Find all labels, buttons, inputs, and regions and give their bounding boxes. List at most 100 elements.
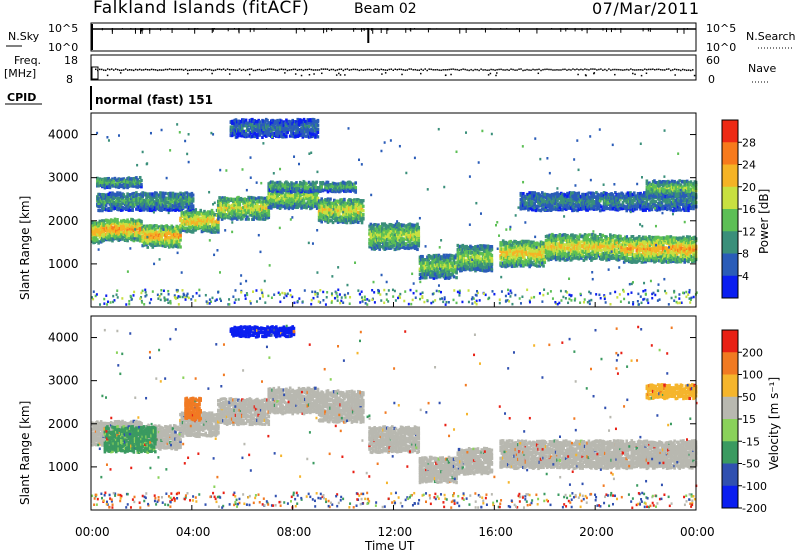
freq-point <box>192 69 195 71</box>
freq-point <box>272 68 275 71</box>
freq-point <box>244 69 247 72</box>
heatmap-cell <box>116 236 119 240</box>
freq-point <box>636 69 638 71</box>
heatmap-cell <box>401 243 404 248</box>
freq-point <box>508 69 510 72</box>
heatmap-cell <box>316 191 320 195</box>
heatmap-cell <box>547 252 550 256</box>
heatmap-cell <box>227 200 230 204</box>
heatmap-cell <box>217 230 220 234</box>
heatmap-cell <box>546 256 549 260</box>
freq-point <box>406 69 408 71</box>
heatmap-cell <box>509 247 513 252</box>
freq-point <box>238 68 241 70</box>
heatmap-cell <box>130 232 133 236</box>
heatmap-cell <box>146 245 150 249</box>
freq-point <box>300 68 303 71</box>
heatmap-cell <box>596 250 600 254</box>
heatmap-cell <box>529 247 533 251</box>
freq-point <box>286 69 289 72</box>
freq-point <box>122 69 125 71</box>
heatmap-cell <box>348 216 351 220</box>
heatmap-cell <box>104 204 108 208</box>
heatmap-cell <box>157 225 161 229</box>
freq-point <box>276 69 279 72</box>
heatmap-cell <box>475 267 479 272</box>
heatmap-cell <box>109 208 113 212</box>
heatmap-cell <box>452 262 456 267</box>
heatmap-cell <box>369 240 373 244</box>
nave-point <box>487 74 490 76</box>
heatmap-cell <box>246 215 249 219</box>
heatmap-cell <box>441 263 444 267</box>
freq-point <box>146 68 149 71</box>
nave-point <box>119 72 122 74</box>
heatmap-cell <box>629 237 632 241</box>
nsky-panel-frame <box>90 22 697 52</box>
freq-point <box>388 68 391 71</box>
heatmap-cell <box>425 276 428 280</box>
freq-point <box>518 68 520 70</box>
heatmap-cell <box>547 241 550 245</box>
heatmap-cell <box>166 236 170 240</box>
heatmap-cell <box>203 209 206 214</box>
freq-point <box>656 68 658 71</box>
heatmap-cell <box>609 240 612 244</box>
heatmap-cell <box>552 241 555 245</box>
heatmap-cell <box>504 245 508 249</box>
heatmap-cell <box>418 276 422 281</box>
heatmap-cell <box>648 252 651 256</box>
heatmap-cell <box>206 210 210 214</box>
heatmap-cell <box>333 215 336 219</box>
heatmap-cell <box>482 244 486 248</box>
freq-point <box>460 68 462 71</box>
heatmap-cell <box>389 229 393 233</box>
nave-point <box>495 74 497 77</box>
heatmap-cell <box>648 235 651 239</box>
heatmap-cell <box>490 253 494 257</box>
heatmap-cell <box>598 252 602 256</box>
freq-point <box>558 69 560 71</box>
heatmap-cell <box>102 238 105 243</box>
heatmap-cell <box>640 237 644 241</box>
freq-point <box>434 69 436 71</box>
freq-point <box>220 69 223 71</box>
freq-point <box>548 68 550 71</box>
heatmap-cell <box>243 197 247 201</box>
heatmap-cell <box>598 232 602 237</box>
freq-point <box>444 69 446 71</box>
heatmap-cell <box>390 227 394 231</box>
heatmap-cell <box>361 216 365 220</box>
heatmap-cell <box>687 259 690 264</box>
heatmap-cell <box>619 234 622 238</box>
freq-point <box>294 68 297 71</box>
heatmap-cell <box>140 223 143 228</box>
heatmap-cell <box>403 237 407 241</box>
heatmap-cell <box>154 236 157 241</box>
heatmap-cell <box>349 202 352 207</box>
heatmap-cell <box>378 243 381 248</box>
freq-point <box>660 68 662 71</box>
heatmap-cell <box>441 273 444 277</box>
freq-point <box>95 68 97 71</box>
heatmap-cell <box>296 204 300 208</box>
freq-point <box>574 68 576 71</box>
heatmap-cell <box>385 241 389 245</box>
heatmap-cell <box>596 235 600 239</box>
heatmap-cell <box>353 198 356 202</box>
heatmap-cell <box>349 221 352 225</box>
heatmap-cell <box>559 245 563 249</box>
heatmap-cell <box>104 195 108 199</box>
freq-point <box>380 68 383 71</box>
heatmap-cell <box>651 245 655 249</box>
heatmap-cell <box>285 191 288 195</box>
heatmap-cell <box>455 255 458 259</box>
freq-point <box>536 68 538 71</box>
heatmap-cell <box>339 209 342 213</box>
freq-point <box>522 69 524 72</box>
heatmap-cell <box>167 229 171 234</box>
heatmap-cell <box>223 200 226 204</box>
heatmap-cell <box>625 236 629 240</box>
heatmap-cell <box>123 233 127 237</box>
heatmap-cell <box>490 267 494 271</box>
